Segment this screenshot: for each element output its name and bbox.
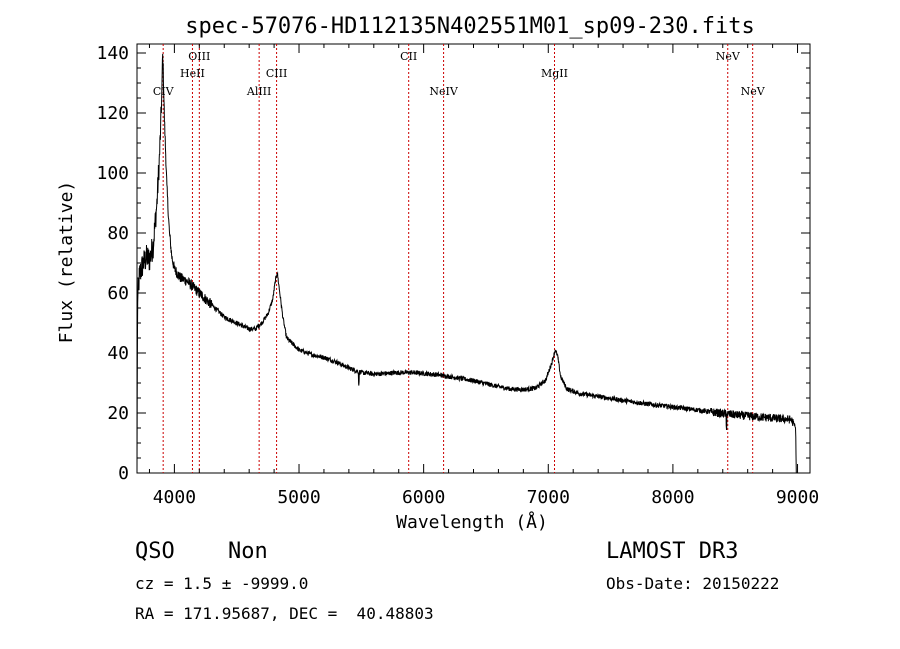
x-axis-label: Wavelength (Å) (396, 511, 548, 533)
line-marker-label: NeV (741, 85, 766, 98)
line-marker-label: AlIII (246, 85, 272, 98)
y-tick-label: 100 (96, 163, 129, 184)
redshift-readout: cz = 1.5 ± -9999.0 (135, 574, 309, 593)
y-axis-label: Flux (relative) (56, 181, 77, 344)
y-tick-label: 140 (96, 43, 129, 64)
y-tick-label: 40 (107, 343, 129, 364)
line-marker-label: OIII (188, 50, 210, 63)
y-tick-label: 0 (118, 463, 129, 484)
emission-line-markers (162, 44, 754, 473)
x-tick-label: 9000 (776, 487, 819, 508)
x-tick-label: 7000 (527, 487, 570, 508)
flux-series-line (136, 53, 797, 474)
line-marker-label: CIII (266, 67, 287, 80)
object-subclass: Non (228, 539, 268, 564)
x-tick-label: 4000 (153, 487, 196, 508)
y-tick-label: 20 (107, 403, 129, 424)
x-tick-label: 5000 (277, 487, 320, 508)
line-marker-label: NeV (716, 50, 741, 63)
x-tick-label: 8000 (651, 487, 694, 508)
y-axis: 0 20 40 60 80 100 120 140 (96, 43, 810, 484)
line-marker-label: MgII (541, 67, 568, 80)
survey-name: LAMOST DR3 (606, 539, 739, 564)
x-tick-label: 6000 (402, 487, 445, 508)
line-marker-label: CII (400, 50, 417, 63)
y-tick-label: 60 (107, 283, 129, 304)
y-tick-label: 80 (107, 223, 129, 244)
line-marker-label: HeII (180, 67, 205, 80)
x-axis: 4000 5000 6000 7000 8000 9000 (148, 44, 819, 508)
y-tick-label: 120 (96, 103, 129, 124)
chart-title: spec-57076-HD112135N402551M01_sp09-230.f… (185, 14, 755, 39)
plot-frame (136, 43, 811, 474)
object-class: QSO (135, 539, 175, 564)
obs-date: Obs-Date: 20150222 (606, 574, 780, 593)
coordinates-readout: RA = 171.95687, DEC = 40.48803 (135, 604, 434, 623)
line-marker-label: NeIV (429, 85, 458, 98)
